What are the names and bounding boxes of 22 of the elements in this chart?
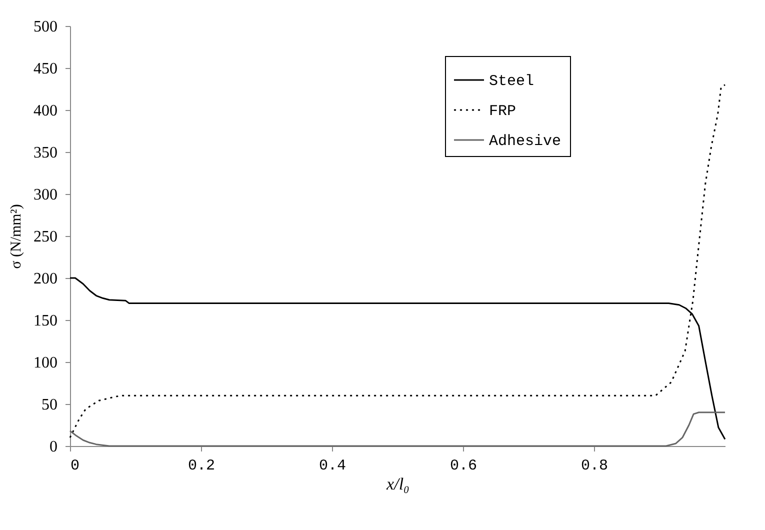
y-axis-title: σ (N/mm²) <box>8 204 24 269</box>
y-tick-label: 100 <box>34 354 58 372</box>
x-tick-label: 0.2 <box>188 458 216 474</box>
y-tick-label: 350 <box>34 144 58 162</box>
line-series <box>69 84 726 438</box>
y-tick-label: 0 <box>50 438 58 456</box>
y-tick-label: 450 <box>34 60 58 78</box>
legend-label: Steel <box>489 73 534 90</box>
y-tick-label: 200 <box>34 270 58 288</box>
y-tick-label: 150 <box>34 312 58 330</box>
y-tick-label: 250 <box>34 228 58 246</box>
x-tick-label: 0 <box>70 458 80 474</box>
legend-label: Adhesive <box>489 133 562 150</box>
x-tick-label: 0.8 <box>580 458 608 474</box>
y-tick-label: 400 <box>34 102 58 120</box>
x-axis-title: x/l₀ <box>386 474 410 494</box>
y-tick-label: 500 <box>34 18 58 36</box>
y-tick-label: 50 <box>42 396 58 414</box>
legend-label: FRP <box>489 103 516 120</box>
x-tick-label: 0.4 <box>318 458 346 474</box>
y-tick-label: 300 <box>34 186 58 204</box>
x-tick-label: 0.6 <box>450 458 478 474</box>
